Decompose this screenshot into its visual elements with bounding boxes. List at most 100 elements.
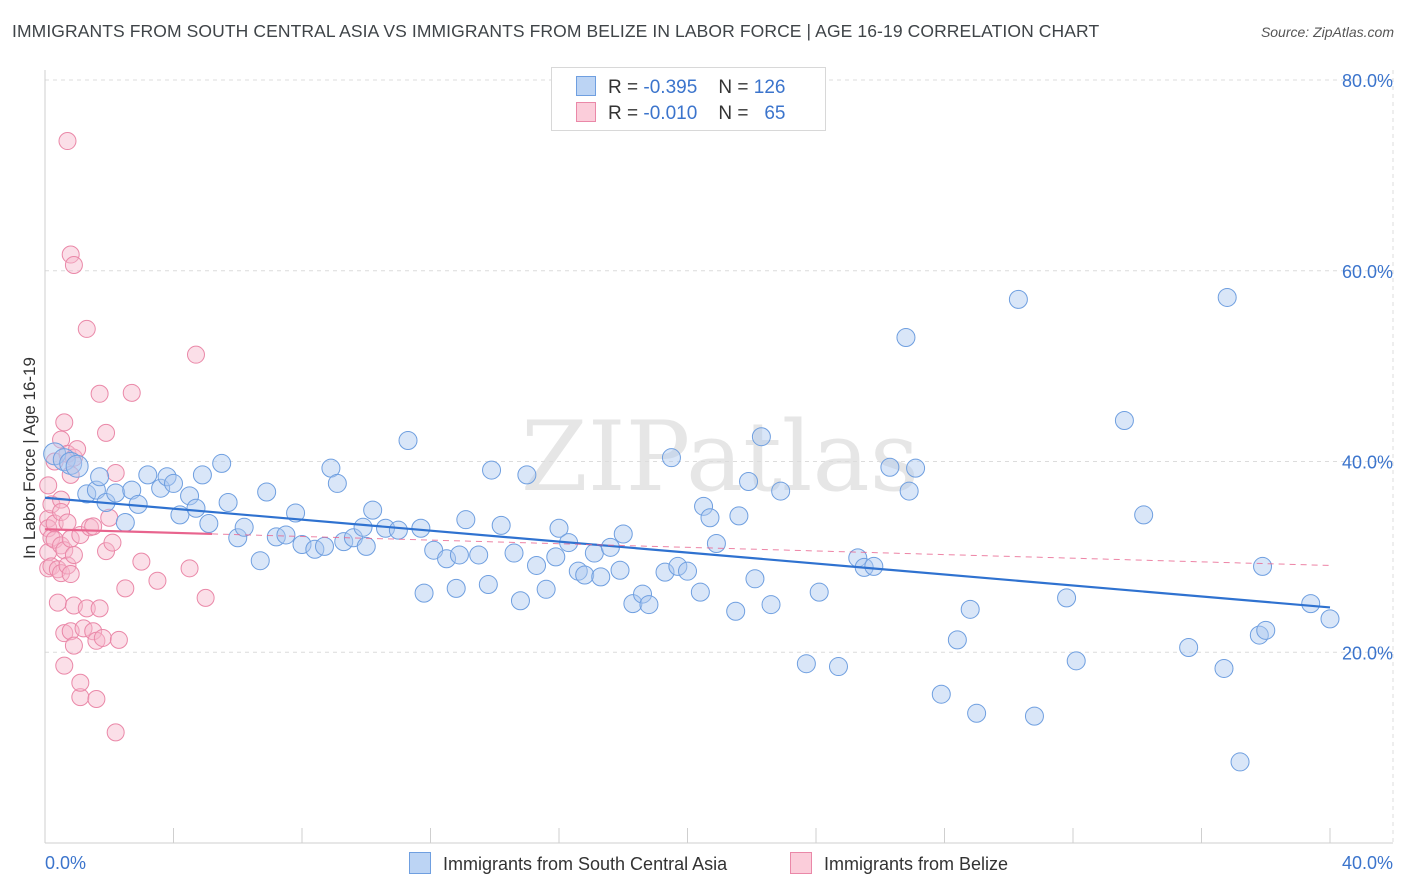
south-central-asia-point [706,534,726,554]
x-tick-label: 0.0% [45,853,86,873]
trend-line-south-central-asia [44,496,1331,609]
south-central-asia-point [314,536,334,556]
south-central-asia-point [90,467,110,487]
legend-row-south-central-asia: R = -0.395 N = 126 [576,76,785,100]
grid-layer [45,70,1394,843]
bottom-legend-label: Immigrants from Belize [824,854,1009,874]
belize-point [90,599,109,618]
south-central-asia-point [739,472,759,492]
south-central-asia-point [690,582,710,602]
south-central-asia-point [52,448,76,472]
south-central-asia-point [655,562,675,582]
south-central-asia-point [661,448,681,468]
pink-swatch [576,102,596,122]
bottom-legend-label: Immigrants from South Central Asia [443,854,728,874]
south-central-asia-point [363,500,383,520]
belize-point [97,423,116,442]
tick-labels: 20.0% 40.0% 60.0% 80.0% 0.0% 40.0% [45,71,1393,873]
south-central-asia-point [613,524,633,544]
south-central-asia-point [864,556,884,576]
south-central-asia-point [446,578,466,598]
south-central-asia-point [623,594,643,614]
bottom-legend-belize: Immigrants from Belize [790,852,1008,875]
belize-point [180,559,199,578]
legend-n-label: N = [718,77,749,98]
belize-point [55,541,74,560]
belize-point [58,513,77,532]
south-central-asia-point [212,453,232,473]
south-central-asia-point [1217,287,1237,307]
belize-point [196,588,215,607]
south-central-asia-point [678,561,697,581]
south-central-asia-point [192,465,212,485]
south-central-asia-point [906,458,926,478]
belize-point [109,630,128,649]
south-central-asia-point [694,496,714,516]
south-central-asia-point [761,595,781,615]
south-central-asia-point [809,582,829,602]
south-central-asia-point [1024,706,1044,726]
pink-swatch [790,852,812,874]
south-central-asia-point [1057,588,1077,608]
legend-r-label: R = [608,77,639,98]
south-central-asia-point [527,555,547,575]
south-central-asia-point [478,575,498,595]
south-central-asia-point [584,543,604,563]
south-central-asia-point [546,547,566,567]
south-central-asia-point [504,543,524,563]
south-central-asia-point [257,482,277,502]
belize-point [45,514,64,533]
south-central-asia-point [700,508,720,528]
south-central-asia-point [491,515,511,535]
belize-point [71,673,90,692]
south-central-asia-point [1008,289,1028,309]
south-central-asia-point [186,498,206,518]
south-central-asia-point [1256,620,1276,640]
south-central-asia-point [115,513,135,533]
south-central-asia-point [266,527,286,547]
south-central-asia-point [456,510,476,530]
south-central-asia-point [250,551,270,571]
south-central-asia-point [1320,609,1340,629]
belize-point [84,622,103,641]
belize-point [52,503,71,522]
belize-point [148,571,167,590]
belize-point [52,564,71,583]
belize-point [106,723,125,742]
south-central-asia-point [353,517,373,537]
belize-point [84,517,103,536]
belize-points [39,132,215,742]
south-central-asia-point [771,481,791,501]
south-central-asia-point [1214,658,1234,678]
south-central-asia-point [726,601,746,621]
south-central-asia-point [668,556,688,576]
south-central-asia-point [967,703,987,723]
south-central-asia-point [1114,410,1134,430]
watermark: ZIPatlas [521,401,919,513]
belize-point [186,345,205,364]
south-central-asia-point [218,493,238,513]
south-central-asia-point [65,454,89,478]
south-central-asia-point [276,525,296,545]
belize-point [39,476,58,495]
south-central-asia-point [138,465,158,485]
correlation-legend: R = -0.395 N = 126 R = -0.010 N = 65 [551,67,826,131]
south-central-asia-point [896,328,916,348]
south-central-asia-point [510,591,530,611]
y-tick-label: 60.0% [1342,262,1393,282]
belize-point [42,495,61,514]
south-central-asia-point [388,520,408,540]
chart-title: IMMIGRANTS FROM SOUTH CENTRAL ASIA VS IM… [12,21,1100,41]
south-central-asia-point [591,567,611,587]
belize-point [87,689,106,708]
x-tick-label: 40.0% [1342,853,1393,873]
y-tick-label: 20.0% [1342,643,1393,663]
blue-swatch [409,852,431,874]
south-central-asia-point [180,486,200,506]
south-central-asia-point [931,684,951,704]
south-central-asia-point [960,599,980,619]
belize-point [55,413,74,432]
belize-point [61,565,80,584]
belize-point [64,636,83,655]
